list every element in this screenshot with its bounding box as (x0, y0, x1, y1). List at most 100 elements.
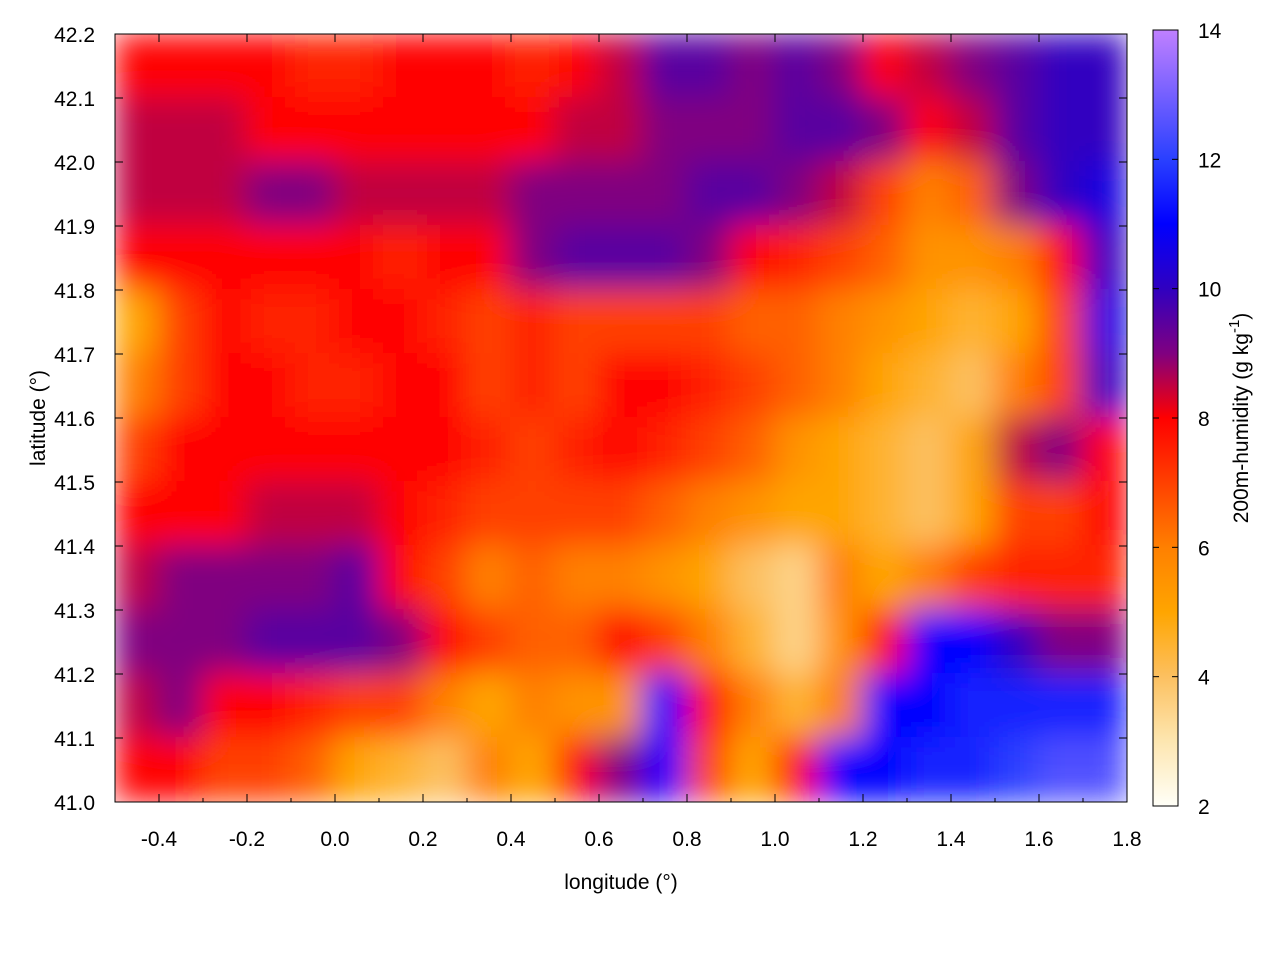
heatmap-cell (246, 673, 292, 739)
heatmap-cell (818, 225, 864, 291)
heatmap-cell (1038, 289, 1084, 355)
heatmap-cell (994, 609, 1040, 675)
heatmap-cell (906, 97, 952, 163)
heatmap-cell (246, 417, 292, 483)
heatmap-cell (115, 737, 160, 802)
heatmap-cell (246, 161, 292, 227)
heatmap-cell (1038, 161, 1084, 227)
y-tick-label: 41.1 (54, 728, 95, 751)
heatmap-cell (1038, 34, 1084, 99)
y-tick-label: 41.8 (54, 280, 95, 303)
heatmap-cell (115, 609, 160, 675)
heatmap-cell (202, 161, 248, 227)
heatmap-cell (950, 609, 996, 675)
heatmap-cell (994, 737, 1040, 802)
heatmap-cell (730, 417, 776, 483)
heatmap-cell (246, 353, 292, 419)
colorbar-label: 200m-humidity (g kg-1) (1226, 313, 1253, 524)
heatmap-cell (950, 289, 996, 355)
heatmap-cell (862, 225, 908, 291)
heatmap-cell (906, 737, 952, 802)
heatmap-cell (730, 673, 776, 739)
heatmap-cell (686, 34, 732, 99)
heatmap-cell (290, 161, 336, 227)
heatmap-cell (554, 225, 600, 291)
heatmap-cell (158, 34, 204, 99)
heatmap-cell (510, 161, 556, 227)
heatmap-cell (906, 417, 952, 483)
heatmap-cell (906, 481, 952, 547)
heatmap-cell (950, 545, 996, 611)
heatmap-cell (994, 161, 1040, 227)
heatmap-cell (994, 289, 1040, 355)
heatmap-cell (774, 161, 820, 227)
heatmap-cell (246, 34, 292, 99)
heatmap-cell (862, 34, 908, 99)
heatmap-cell (686, 737, 732, 802)
heatmap-cell (906, 34, 952, 99)
heatmap-cell (774, 609, 820, 675)
heatmap-cell (422, 353, 468, 419)
heatmap-cell (950, 737, 996, 802)
heatmap-cell (202, 289, 248, 355)
heatmap-cell (730, 481, 776, 547)
heatmap-cell (202, 225, 248, 291)
heatmap-cell (994, 225, 1040, 291)
heatmap-cell (906, 545, 952, 611)
heatmap-cell (115, 225, 160, 291)
heatmap-cell (510, 737, 556, 802)
heatmap-cell (774, 545, 820, 611)
heatmap-cell (906, 289, 952, 355)
heatmap-cell (158, 673, 204, 739)
heatmap-cell (510, 417, 556, 483)
heatmap-cell (1082, 34, 1127, 99)
heatmap-cell (554, 481, 600, 547)
colorbar-ticks: 2 4 6 8 10 12 14 (1153, 20, 1222, 819)
heatmap-cell (378, 34, 424, 99)
heatmap-cell (686, 609, 732, 675)
heatmap-cell (862, 673, 908, 739)
heatmap-cell (466, 161, 512, 227)
heatmap-cell (862, 353, 908, 419)
heatmap-cell (334, 609, 380, 675)
heatmap-cell (994, 673, 1040, 739)
heatmap-cell (202, 673, 248, 739)
heatmap-cell (510, 673, 556, 739)
colorbar-tick-label: 14 (1198, 20, 1222, 43)
heatmap-cell (378, 673, 424, 739)
heatmap-cell (246, 289, 292, 355)
heatmap-cell (642, 34, 688, 99)
heatmap-cell (378, 353, 424, 419)
heatmap-cell (466, 289, 512, 355)
heatmap-cell (642, 225, 688, 291)
heatmap-cell (554, 673, 600, 739)
heatmap-cell (862, 545, 908, 611)
heatmap-cell (774, 225, 820, 291)
heatmap-cell (422, 97, 468, 163)
heatmap-cell (334, 545, 380, 611)
heatmap-cell (466, 737, 512, 802)
heatmap-cell (554, 545, 600, 611)
y-tick-label: 42.1 (54, 88, 95, 111)
heatmap-cell (466, 225, 512, 291)
heatmap-cell (334, 737, 380, 802)
heatmap-cell (510, 289, 556, 355)
heatmap-cell (158, 161, 204, 227)
colorbar-tick-label: 2 (1198, 796, 1210, 819)
heatmap-cell (906, 353, 952, 419)
heatmap-cell (510, 609, 556, 675)
heatmap-cell (554, 417, 600, 483)
heatmap-cell (950, 97, 996, 163)
heatmap-cell (334, 417, 380, 483)
x-tick-label: 1.6 (1024, 828, 1053, 851)
heatmap-cell (598, 225, 644, 291)
heatmap-cell (642, 609, 688, 675)
x-axis: -0.4 -0.2 0.0 0.2 0.4 0.6 0.8 1.0 1.2 1.4 1.6 1.8 (114, 34, 1142, 851)
heatmap-cell (730, 737, 776, 802)
heatmap-cell (466, 609, 512, 675)
heatmap-cell (510, 97, 556, 163)
heatmap-cell (774, 289, 820, 355)
heatmap-cell (158, 97, 204, 163)
heatmap-cell (422, 545, 468, 611)
x-tick-label: 1.0 (760, 828, 789, 851)
